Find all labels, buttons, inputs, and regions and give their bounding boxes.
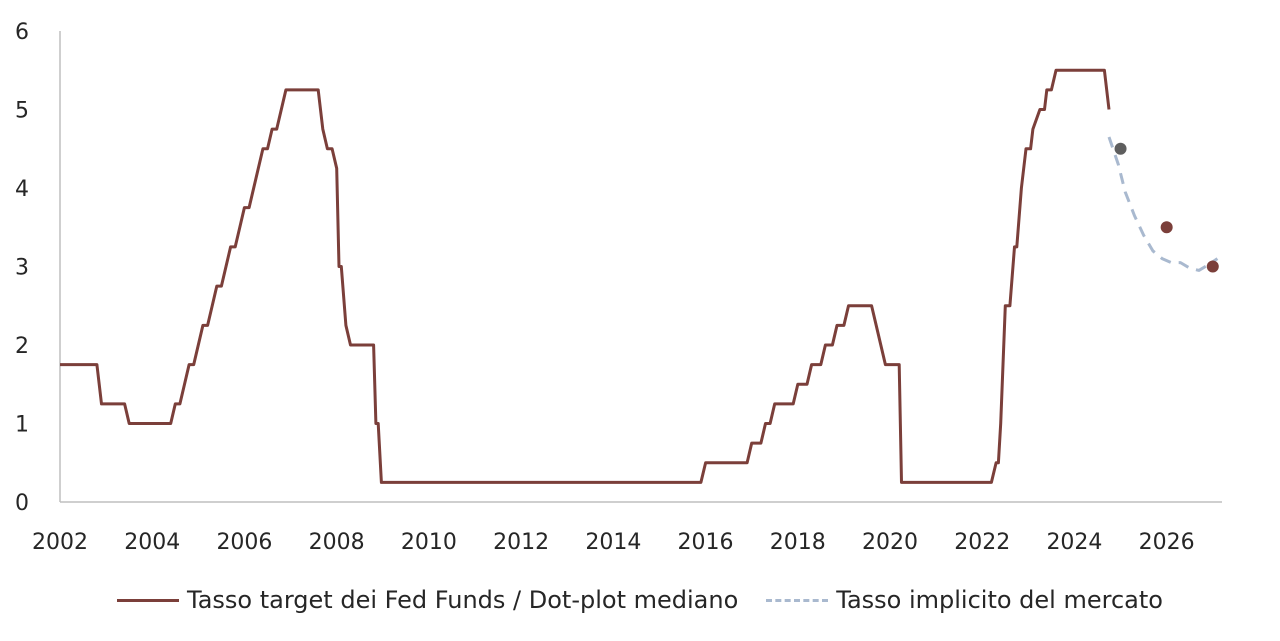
legend-label-fed-funds: Tasso target dei Fed Funds / Dot-plot me… [187,586,739,614]
fed-funds-target-line [60,68,1111,484]
y-tick-label: 6 [15,20,29,45]
legend-label-market-implied: Tasso implicito del mercato [836,586,1163,614]
y-tick-label: 2 [15,334,29,359]
x-tick-label: 2006 [216,530,272,555]
x-axis-labels: 2002 2004 2006 2008 2010 2012 2014 2016 2018 2020… [32,530,1195,555]
x-tick-label: 2014 [585,530,641,555]
x-tick-label: 2010 [401,530,457,555]
x-tick-label: 2016 [678,530,734,555]
fed-funds-chart: 0 1 2 3 4 5 6 2002 2004 2006 2008 2010 2012 2014 2016… [15,20,1222,555]
y-tick-label: 5 [15,99,29,124]
x-tick-label: 2024 [1046,530,1102,555]
y-tick-label: 3 [15,256,29,281]
series-layer [60,68,1219,484]
x-tick-label: 2018 [770,530,826,555]
y-tick-label: 1 [15,413,29,438]
x-tick-label: 2002 [32,530,88,555]
x-tick-label: 2022 [954,530,1010,555]
y-tick-label: 0 [15,491,29,516]
legend-item-market-implied: Tasso implicito del mercato [766,586,1163,614]
market-implied-rate-line [1107,136,1219,272]
legend-solid-line-swatch [117,598,180,602]
x-tick-label: 2020 [862,530,918,555]
dot-plot-median-point [1114,142,1127,155]
dot-plot-markers [1114,142,1219,273]
legend-dashed-line-swatch [766,598,829,602]
x-tick-label: 2008 [309,530,365,555]
y-tick-label: 4 [15,177,29,202]
x-tick-label: 2004 [124,530,180,555]
dot-plot-median-point [1206,260,1219,273]
x-tick-label: 2012 [493,530,549,555]
x-tick-label: 2026 [1139,530,1195,555]
legend: Tasso target dei Fed Funds / Dot-plot me… [0,578,1280,622]
legend-item-fed-funds: Tasso target dei Fed Funds / Dot-plot me… [117,586,738,614]
dot-plot-median-point [1160,221,1173,234]
y-axis-labels: 0 1 2 3 4 5 6 [15,20,29,516]
